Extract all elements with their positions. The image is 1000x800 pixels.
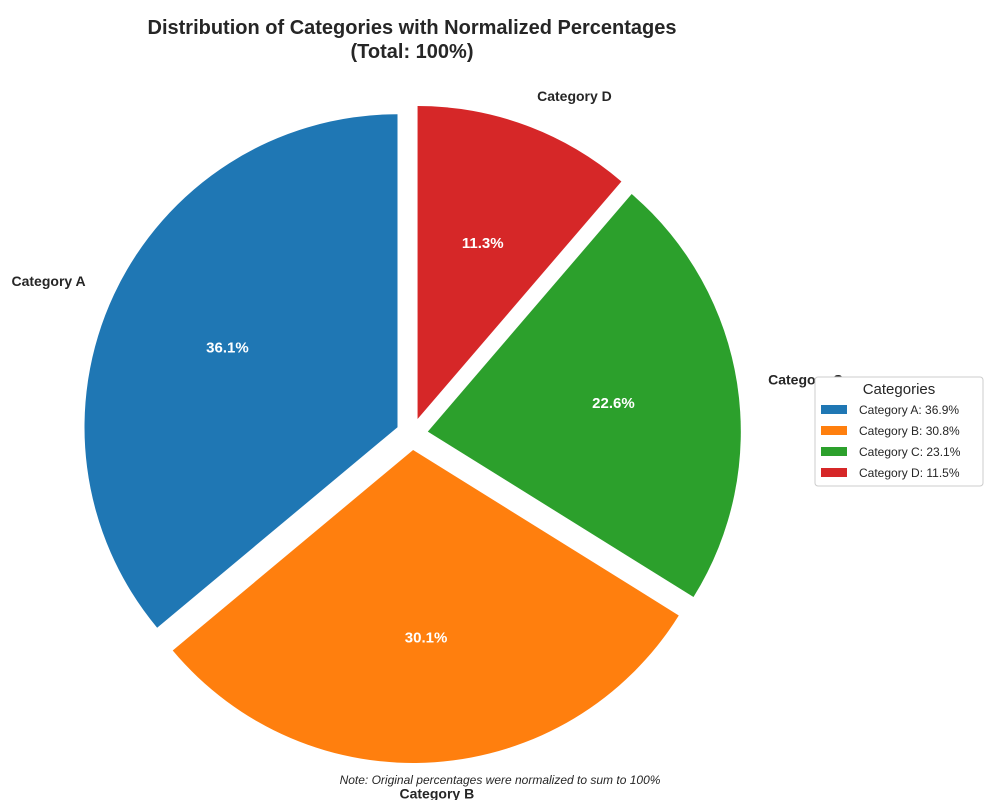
pie-slice-category-c bbox=[427, 194, 741, 598]
legend-frame bbox=[814, 376, 984, 487]
pie-slices bbox=[84, 105, 741, 763]
category-label-category-b: Category B bbox=[400, 785, 475, 800]
legend-entry-category-a: Category A: 36.9% bbox=[859, 403, 959, 417]
chart-title-line: Distribution of Categories with Normaliz… bbox=[148, 17, 677, 39]
pie-slice-category-b bbox=[172, 449, 679, 763]
pie-slice-category-d bbox=[417, 105, 622, 419]
category-label-category-d: Category D bbox=[537, 88, 612, 104]
legend-swatch-category-b bbox=[821, 426, 847, 435]
legend-title: Categories bbox=[863, 381, 936, 398]
percent-label-category-b: 30.1% bbox=[405, 629, 448, 646]
legend-items: Category A: 36.9% Category B: 30.8% Catego… bbox=[821, 403, 961, 480]
category-label-category-a: Category A bbox=[12, 273, 86, 289]
percent-label-category-d: 11.3% bbox=[462, 235, 504, 252]
legend-swatch-category-a bbox=[821, 405, 847, 414]
percent-label-category-a: 36.1% bbox=[206, 340, 249, 357]
chart-title: Distribution of Categories with Normaliz… bbox=[148, 17, 677, 63]
legend-swatch-category-c bbox=[821, 447, 847, 456]
footnote: Note: Original percentages were normaliz… bbox=[340, 773, 661, 787]
pie-slice-category-a bbox=[84, 114, 398, 628]
legend-entry-category-b: Category B: 30.8% bbox=[859, 424, 960, 438]
legend-swatch-category-d bbox=[821, 468, 847, 477]
percent-label-category-c: 22.6% bbox=[592, 395, 635, 412]
legend-entry-category-c: Category C: 23.1% bbox=[859, 445, 961, 459]
legend-entry-category-d: Category D: 11.5% bbox=[859, 466, 960, 480]
chart-title-line: (Total: 100%) bbox=[351, 41, 474, 63]
legend: Categories Category A: 36.9% Category B: … bbox=[814, 376, 984, 487]
percentage-labels: 36.1% 30.1% 22.6% 11.3% bbox=[206, 235, 635, 646]
